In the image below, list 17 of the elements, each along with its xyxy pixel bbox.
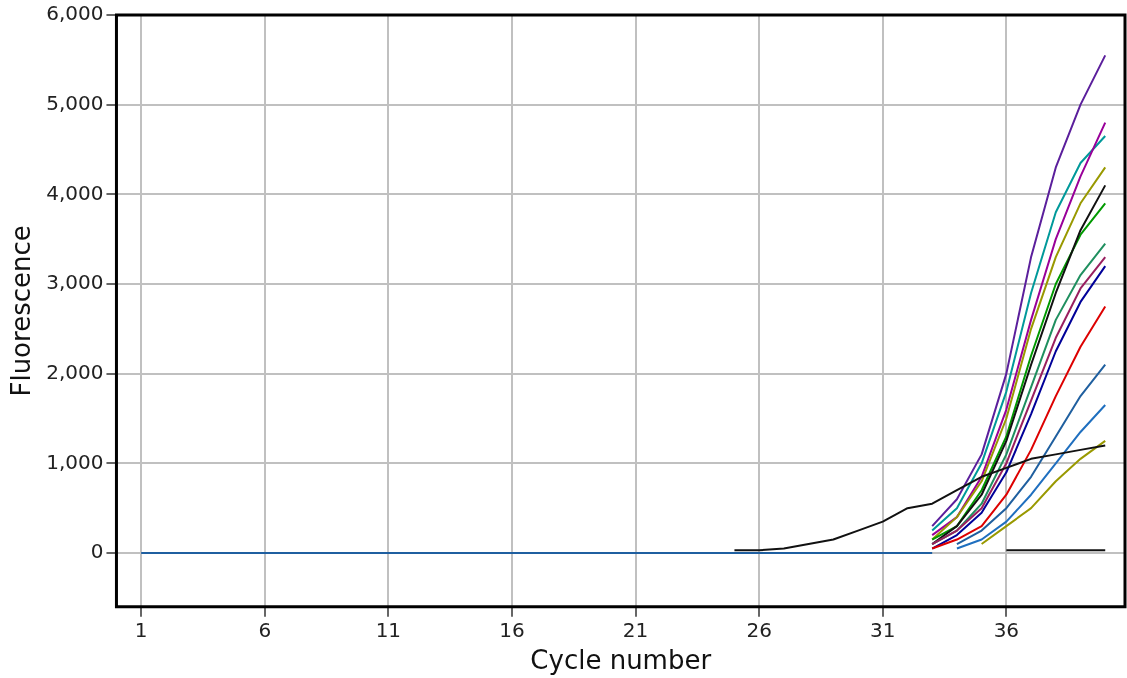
x-tick-label: 11	[375, 618, 402, 642]
y-tick-label: 4,000	[46, 180, 104, 205]
y-tick-label: 2,000	[46, 359, 104, 384]
y-tick-label: 0	[90, 539, 104, 564]
x-axis-title: Cycle number	[530, 645, 712, 676]
y-tick-label: 1,000	[46, 449, 104, 474]
y-tick-label: 5,000	[46, 90, 104, 115]
y-tick-label: 6,000	[46, 1, 104, 26]
y-axis-title: Fluorescence	[6, 225, 37, 397]
x-tick-label: 6	[258, 618, 272, 642]
x-tick-label: 16	[499, 618, 525, 642]
x-tick-label: 31	[870, 618, 896, 642]
x-tick-label: 21	[622, 618, 649, 642]
y-tick-label: 3,000	[46, 270, 104, 295]
x-tick-label: 36	[993, 618, 1020, 642]
x-tick-label: 1	[134, 618, 148, 642]
x-tick-label: 26	[746, 618, 772, 642]
